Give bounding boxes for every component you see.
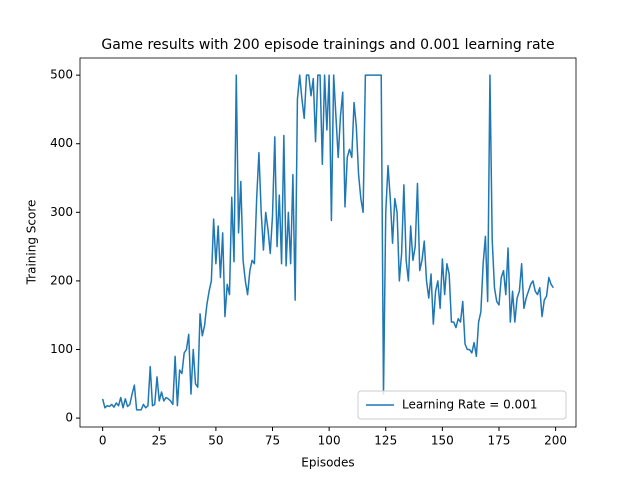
x-tick-label: 50 [208, 434, 223, 448]
legend-label: Learning Rate = 0.001 [402, 398, 537, 412]
chart-title: Game results with 200 episode trainings … [101, 37, 554, 53]
x-tick-label: 25 [152, 434, 167, 448]
plot-frame [79, 57, 577, 428]
y-tick-label: 500 [50, 68, 73, 82]
x-axis-label: Episodes [301, 456, 354, 470]
x-tick-label: 0 [99, 434, 107, 448]
line [101, 74, 554, 411]
y-axis-label: Training Score [25, 200, 39, 286]
y-tick-label: 200 [50, 273, 73, 287]
legend-box [357, 390, 567, 420]
x-tick-label: 150 [431, 434, 454, 448]
y-tick-label: 100 [50, 342, 73, 356]
x-tick-label: 100 [318, 434, 341, 448]
x-tick-label: 175 [488, 434, 511, 448]
x-tick-label: 125 [374, 434, 397, 448]
y-tick-label: 300 [50, 205, 73, 219]
x-tick-label: 75 [265, 434, 280, 448]
y-tick-label: 400 [50, 136, 73, 150]
y-tick-label: 0 [65, 411, 73, 425]
x-tick-label: 200 [544, 434, 567, 448]
